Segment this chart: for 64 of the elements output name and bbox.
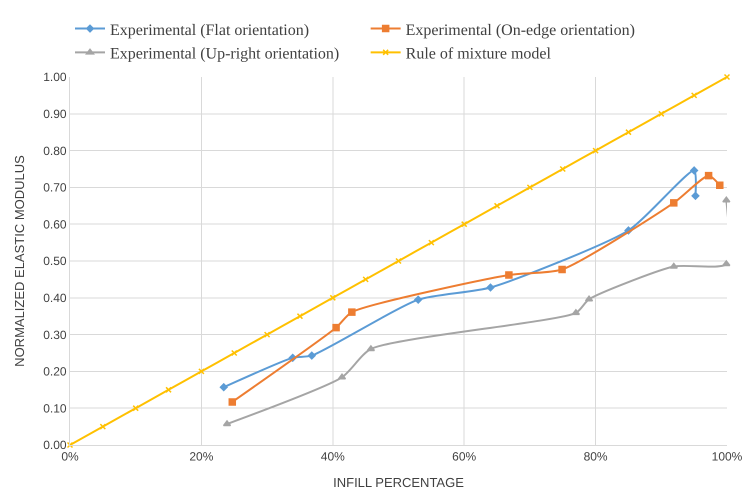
point bbox=[165, 386, 172, 394]
point bbox=[486, 284, 494, 292]
legend-label: Rule of mixture model bbox=[406, 46, 552, 63]
point bbox=[558, 266, 566, 274]
point bbox=[505, 271, 513, 279]
point bbox=[704, 172, 712, 180]
point bbox=[722, 196, 731, 203]
y-tick-label: 0.70 bbox=[43, 180, 67, 195]
y-axis-title: NORMALIZED ELASTIC MODULUS bbox=[12, 154, 28, 367]
point bbox=[670, 199, 678, 207]
point bbox=[690, 166, 698, 174]
x-tick-label: 80% bbox=[584, 449, 608, 464]
point bbox=[494, 202, 500, 210]
point bbox=[722, 260, 731, 266]
legend-label: Experimental (On-edge orientation) bbox=[406, 22, 635, 39]
point bbox=[296, 312, 304, 320]
point bbox=[198, 368, 205, 375]
point bbox=[66, 442, 74, 448]
point bbox=[231, 350, 238, 356]
point bbox=[428, 239, 435, 246]
x-tick-label: 20% bbox=[189, 449, 214, 464]
point bbox=[330, 294, 336, 302]
point bbox=[584, 296, 594, 302]
x-axis-title: INFILL PERCENTAGE bbox=[333, 475, 464, 490]
y-tick-label: 0.40 bbox=[43, 291, 67, 305]
y-tick-label: 0.60 bbox=[43, 217, 67, 232]
point bbox=[724, 74, 730, 80]
point bbox=[338, 374, 346, 380]
point bbox=[690, 92, 698, 99]
point bbox=[348, 308, 356, 316]
point bbox=[132, 404, 139, 412]
y-tick-label: 0.30 bbox=[43, 328, 67, 342]
point bbox=[222, 420, 232, 426]
legend-label: Experimental (Up-right orientation) bbox=[110, 46, 340, 63]
point bbox=[228, 398, 236, 406]
point bbox=[572, 309, 580, 316]
point bbox=[395, 258, 402, 264]
x-tick-label: 60% bbox=[452, 449, 477, 464]
y-tick-label: 1.00 bbox=[43, 70, 67, 84]
point bbox=[264, 331, 270, 338]
point bbox=[308, 352, 316, 360]
point bbox=[362, 276, 369, 283]
point bbox=[716, 181, 724, 189]
point bbox=[366, 345, 376, 352]
point bbox=[560, 166, 566, 172]
y-tick-label: 0.10 bbox=[43, 401, 67, 416]
point bbox=[625, 128, 632, 136]
x-tick-label: 40% bbox=[320, 449, 346, 464]
point bbox=[100, 423, 106, 430]
legend-label: Experimental (Flat orientation) bbox=[110, 22, 310, 39]
point bbox=[691, 192, 700, 200]
point bbox=[526, 184, 534, 191]
y-tick-label: 0.80 bbox=[43, 144, 67, 158]
point bbox=[670, 262, 678, 269]
x-tick-label: 100% bbox=[712, 449, 743, 464]
point bbox=[414, 296, 422, 304]
point bbox=[592, 147, 599, 154]
point bbox=[332, 324, 340, 332]
point bbox=[220, 383, 228, 392]
y-tick-label: 0.90 bbox=[43, 107, 67, 121]
y-tick-label: 0.20 bbox=[43, 364, 67, 379]
point bbox=[658, 110, 665, 118]
point bbox=[460, 220, 468, 228]
y-tick-label: 0.50 bbox=[43, 254, 67, 268]
